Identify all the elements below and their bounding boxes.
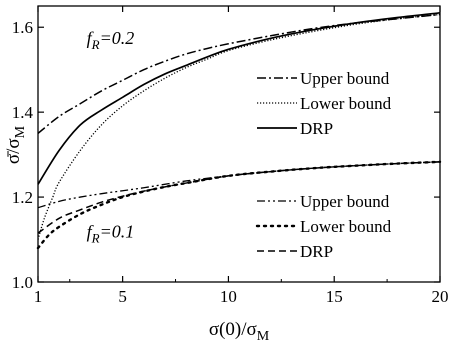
series-line-solid (37, 11, 441, 185)
legend-label: Upper bound (300, 69, 390, 88)
legend-layer: Upper bound Lower bound DRP Upper bound Lowe… (255, 69, 392, 261)
y-tick-label: 1.2 (12, 188, 33, 207)
x-tick-label: 20 (432, 287, 449, 306)
legend-label: Lower bound (300, 94, 392, 113)
axis-ticks: 1 5 10 15 201.01.21.41.6 (12, 6, 449, 306)
x-tick-label: 5 (118, 287, 127, 306)
plot-frame (37, 5, 441, 283)
annotation-fr01: fR=0.1 (87, 221, 135, 245)
x-axis-title: σ(0)/σM (209, 319, 270, 344)
series-layer (36, 11, 442, 250)
x-tick-label: 15 (326, 287, 343, 306)
series-line-dotted-heavy (36, 160, 442, 250)
legend-label: DRP (300, 242, 333, 261)
y-tick-label: 1.6 (12, 18, 33, 37)
annotation-fr02: fR=0.2 (87, 28, 135, 52)
x-tick-label: 10 (220, 287, 237, 306)
x-tick-label: 1 (34, 287, 43, 306)
legend-label: Upper bound (300, 192, 390, 211)
legend-1: Upper bound Lower bound DRP (257, 69, 392, 138)
annotation-layer: fR=0.2 fR=0.1 (87, 28, 135, 245)
series-line-dashed (37, 161, 441, 234)
legend-label: DRP (300, 119, 333, 138)
y-axis-title: σ̄/σM (3, 125, 28, 164)
legend-label: Lower bound (300, 217, 392, 236)
y-tick-label: 1.0 (12, 273, 33, 292)
y-tick-label: 1.4 (12, 103, 34, 122)
legend-2: Upper bound Lower bound DRP (255, 192, 392, 261)
